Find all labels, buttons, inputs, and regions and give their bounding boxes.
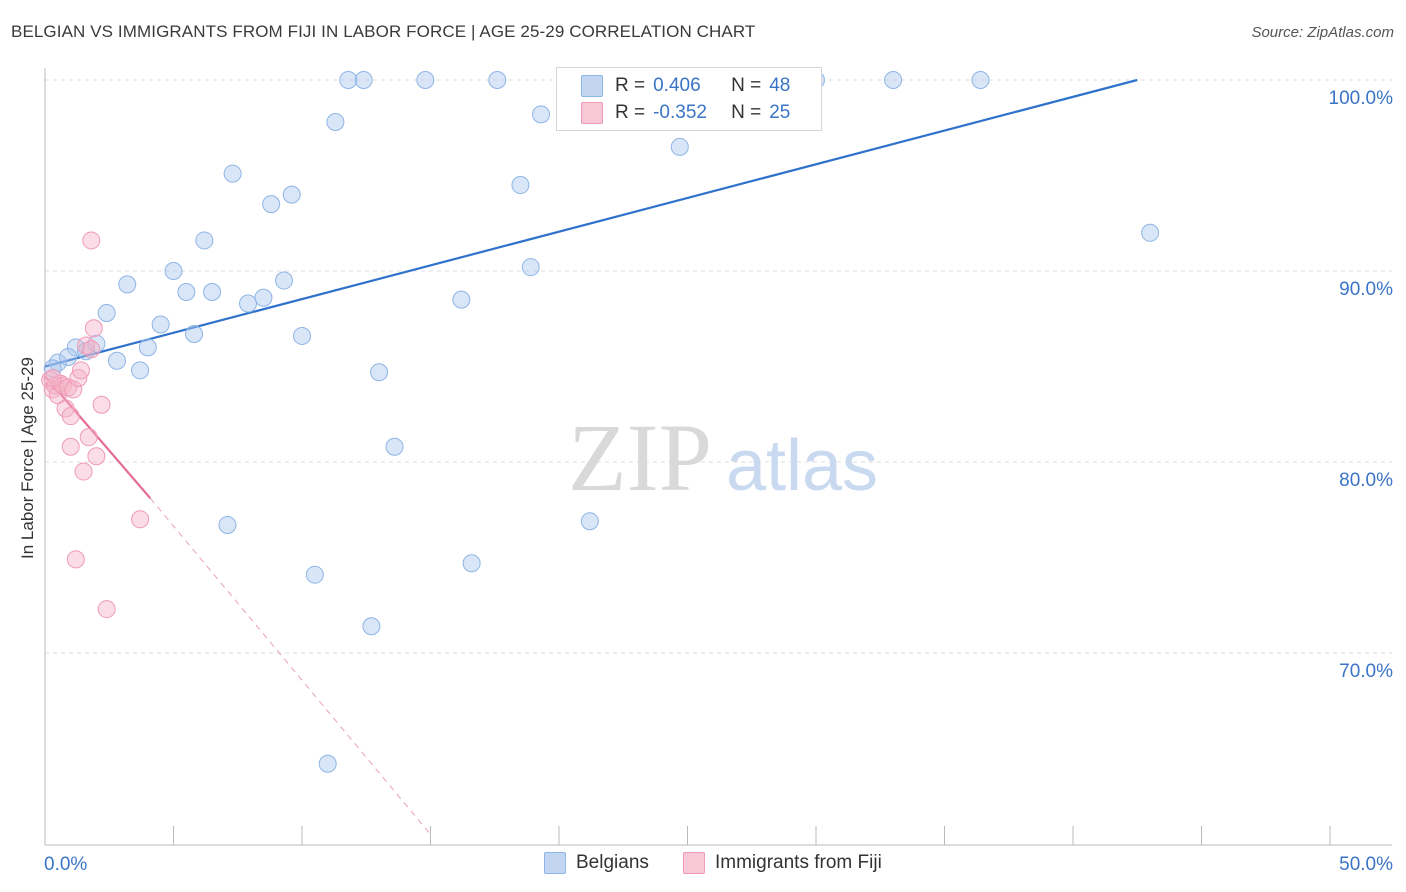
- belgians-point: [195, 231, 214, 250]
- belgians-point: [488, 71, 507, 89]
- belgians-point: [354, 71, 373, 89]
- y-tick-label: 70.0%: [1339, 661, 1393, 682]
- legend-swatch-belgians: [581, 75, 603, 97]
- belgians-point: [452, 290, 471, 309]
- fiji-point: [131, 510, 150, 529]
- belgians-point: [326, 113, 345, 132]
- bottom-swatch-fiji: [683, 852, 705, 874]
- legend-row-belgians: R = 0.406 N = 48: [581, 73, 790, 99]
- belgians-point: [385, 437, 404, 456]
- legend-swatch-fiji: [581, 102, 603, 124]
- belgians-point: [462, 554, 481, 573]
- y-tick-label: 80.0%: [1339, 470, 1393, 491]
- legend-row-fiji: R = -0.352 N = 25: [581, 100, 790, 126]
- bottom-legend-label: Immigrants from Fiji: [715, 852, 882, 873]
- y-tick-label: 100.0%: [1329, 88, 1394, 109]
- belgians-point: [254, 288, 273, 307]
- y-tick-label: 90.0%: [1339, 279, 1393, 300]
- belgians-point: [971, 71, 990, 89]
- bottom-swatch-belgians: [544, 852, 566, 874]
- belgians-point: [239, 294, 258, 313]
- bottom-legend-belgians: Belgians: [544, 852, 649, 874]
- legend-n-value: 48: [769, 75, 791, 96]
- belgians-point: [521, 258, 540, 277]
- belgians-point: [318, 754, 337, 773]
- belgians-point: [203, 283, 222, 302]
- belgians-point: [97, 304, 116, 323]
- x-tick-labels: 0.0% 50.0%: [44, 854, 1393, 875]
- fiji-point: [43, 368, 62, 387]
- belgians-point: [282, 185, 301, 204]
- fiji-point: [79, 428, 98, 447]
- data-points: [41, 71, 1160, 773]
- watermark-atlas: atlas: [726, 426, 878, 506]
- watermark-zip: ZIP: [568, 404, 712, 511]
- x-tick-label: 0.0%: [44, 854, 87, 875]
- belgians-point: [370, 363, 389, 382]
- legend-r-label: R =: [615, 102, 646, 123]
- belgians-point: [218, 516, 237, 535]
- gridlines: [45, 79, 1392, 654]
- fiji-point: [87, 447, 106, 466]
- legend-n-value: 25: [769, 102, 791, 123]
- fiji-point: [74, 462, 93, 481]
- belgians-point: [151, 315, 170, 334]
- bottom-legend-label: Belgians: [576, 852, 649, 873]
- belgians-point: [164, 262, 183, 280]
- belgians-point: [43, 359, 62, 378]
- belgians-trend-line: [44, 78, 1138, 368]
- belgians-point: [884, 71, 903, 89]
- belgians-point: [177, 283, 196, 302]
- belgians-point: [416, 71, 435, 89]
- fiji-trend-extension: [149, 497, 431, 835]
- source-label: Source: ZipAtlas.com: [1251, 24, 1394, 41]
- fiji-point: [71, 361, 90, 380]
- belgians-point: [262, 195, 281, 214]
- fiji-point: [97, 600, 116, 619]
- y-tick-labels: 100.0% 90.0% 80.0% 70.0%: [1329, 88, 1394, 682]
- belgians-point: [1141, 223, 1160, 242]
- y-axis-label: In Labor Force | Age 25-29: [18, 357, 37, 559]
- legend-r-label: R =: [615, 75, 646, 96]
- belgians-point: [511, 176, 530, 195]
- fiji-point: [82, 231, 101, 250]
- belgians-point: [275, 271, 294, 290]
- belgians-point: [185, 325, 204, 344]
- x-tick-label: 50.0%: [1339, 854, 1393, 875]
- legend-r-value: -0.352: [653, 102, 707, 123]
- fiji-point: [61, 407, 80, 426]
- belgians-point: [532, 105, 551, 124]
- belgians-point: [293, 326, 311, 345]
- legend-n-label: N =: [731, 75, 762, 96]
- belgians-point: [362, 617, 381, 636]
- fiji-point: [82, 340, 101, 359]
- belgians-point: [670, 137, 689, 156]
- watermark: ZIP atlas: [568, 404, 878, 511]
- belgians-point: [59, 347, 78, 366]
- belgians-point: [580, 512, 599, 531]
- bottom-legend-fiji: Immigrants from Fiji: [683, 852, 882, 874]
- fiji-point: [64, 380, 83, 399]
- belgians-point: [305, 565, 324, 584]
- belgians-point: [131, 361, 150, 380]
- belgians-point: [138, 338, 157, 357]
- fiji-point: [84, 319, 103, 338]
- legend-r-value: 0.406: [653, 75, 701, 96]
- belgians-point: [107, 351, 126, 370]
- belgians-point: [223, 164, 242, 183]
- fiji-point: [66, 550, 85, 569]
- axes: [44, 68, 1392, 846]
- fiji-point: [61, 437, 80, 456]
- belgians-point: [118, 275, 137, 294]
- fiji-point: [92, 395, 111, 414]
- belgians-point: [339, 71, 358, 89]
- chart-title: BELGIAN VS IMMIGRANTS FROM FIJI IN LABOR…: [11, 22, 756, 41]
- correlation-legend: R = 0.406 N = 48 R = -0.352 N = 25: [556, 67, 822, 131]
- legend-n-label: N =: [731, 102, 762, 123]
